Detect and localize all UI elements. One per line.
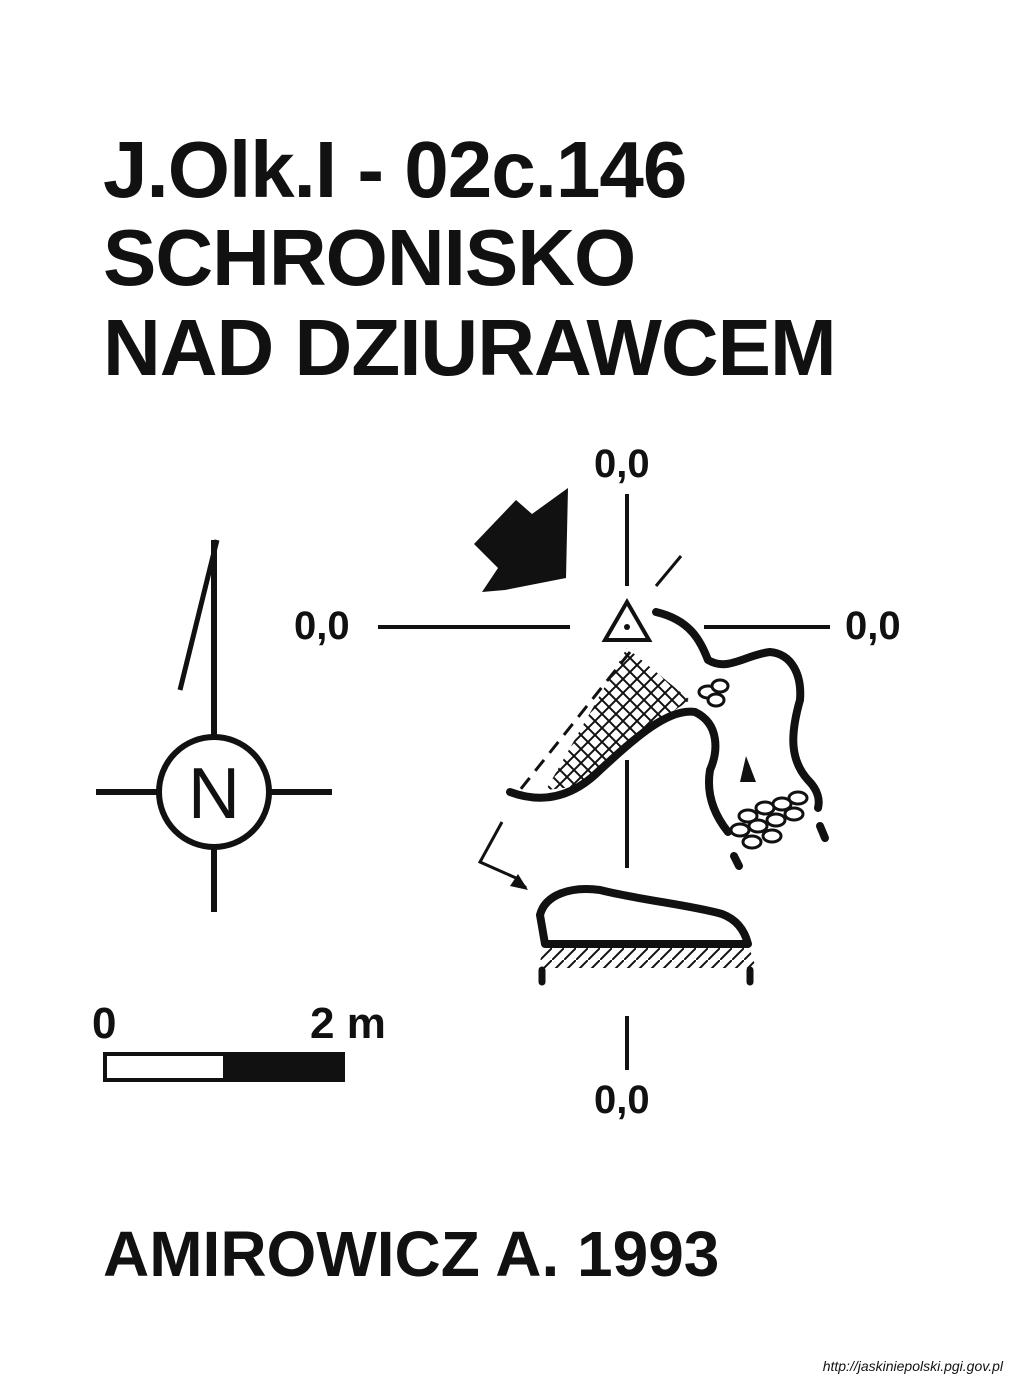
cave-passage-walls [506, 608, 829, 870]
cave-name-line-1: SCHRONISKO [103, 213, 636, 302]
coordinate-right: 0,0 [845, 604, 901, 648]
survey-point-icon [601, 598, 653, 642]
coordinate-top: 0,0 [594, 442, 650, 486]
cave-name-line-2: NAD DZIURAWCEM [103, 303, 837, 392]
source-url-link[interactable]: http://jaskiniepolski.pgi.gov.pl [822, 1358, 1003, 1374]
coordinate-bottom: 0,0 [594, 1078, 650, 1122]
slope-marker-icon [740, 756, 756, 782]
north-arrow-icon [96, 539, 332, 912]
cross-section-profile [536, 885, 756, 986]
coordinate-left: 0,0 [294, 604, 350, 648]
compass-north-letter: N [188, 754, 240, 834]
scale-end-label: 2 m [310, 999, 386, 1048]
scale-start-label: 0 [92, 999, 117, 1048]
cave-code-title: J.Olk.I - 02c.146 [103, 125, 687, 214]
entrance-arrow-icon [474, 488, 568, 592]
reference-axes [378, 494, 830, 1070]
debris-slope-fill [546, 648, 690, 790]
scale-bar [103, 1052, 345, 1082]
author-credit: AMIROWICZ A. 1993 [103, 1218, 720, 1290]
rock-blocks-icon [697, 678, 809, 850]
